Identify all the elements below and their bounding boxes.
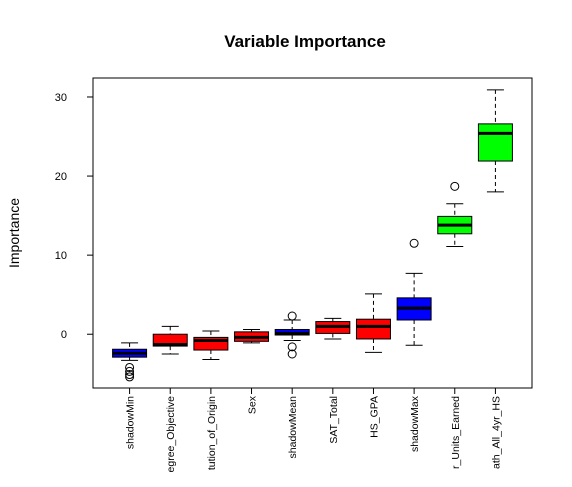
x-tick-label: tution_of_Origin (206, 396, 218, 470)
x-tick-label: SAT_Total (328, 396, 340, 444)
box (355, 318, 391, 340)
y-tick-label: 20 (55, 171, 67, 183)
x-tick-label: shadowMean (287, 396, 299, 459)
plot-frame (92, 77, 533, 389)
outlier (125, 362, 135, 372)
y-axis-label: Importance (6, 198, 22, 268)
outlier (287, 349, 297, 359)
y-tick-label: 0 (61, 329, 67, 341)
outlier (287, 311, 297, 321)
x-tick-label: Sex (247, 395, 259, 414)
x-tick-label: r_Units_Earned (450, 396, 462, 469)
outlier (125, 366, 135, 376)
y-tick-label: 30 (55, 92, 67, 104)
box (477, 123, 513, 162)
x-tick-label: ath_All_4yr_HS (490, 396, 502, 469)
box (152, 333, 188, 347)
outlier (287, 342, 297, 352)
x-tick-label: egree_Objective (165, 396, 177, 473)
x-tick-label: shadowMax (409, 395, 421, 452)
chart-title: Variable Importance (224, 32, 386, 51)
outlier (125, 370, 135, 380)
outlier (450, 181, 460, 191)
x-tick-label: HS_GPA (368, 396, 380, 438)
outlier (409, 238, 419, 248)
y-tick-label: 10 (55, 250, 67, 262)
x-tick-label: shadowMin (125, 396, 137, 449)
outlier (125, 372, 135, 382)
